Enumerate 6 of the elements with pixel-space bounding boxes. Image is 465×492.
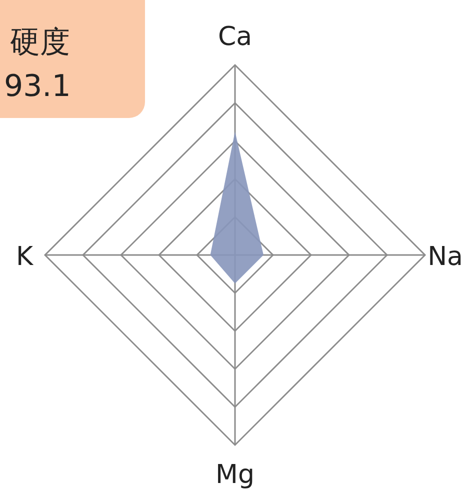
chart-title: 硬度 [10, 25, 70, 60]
text: 93.1 [4, 69, 71, 104]
spoke-label: Ca [218, 22, 252, 52]
spoke-label: K [16, 242, 34, 272]
spoke-label: Na [428, 242, 463, 272]
spoke-label: Mg [216, 460, 254, 490]
